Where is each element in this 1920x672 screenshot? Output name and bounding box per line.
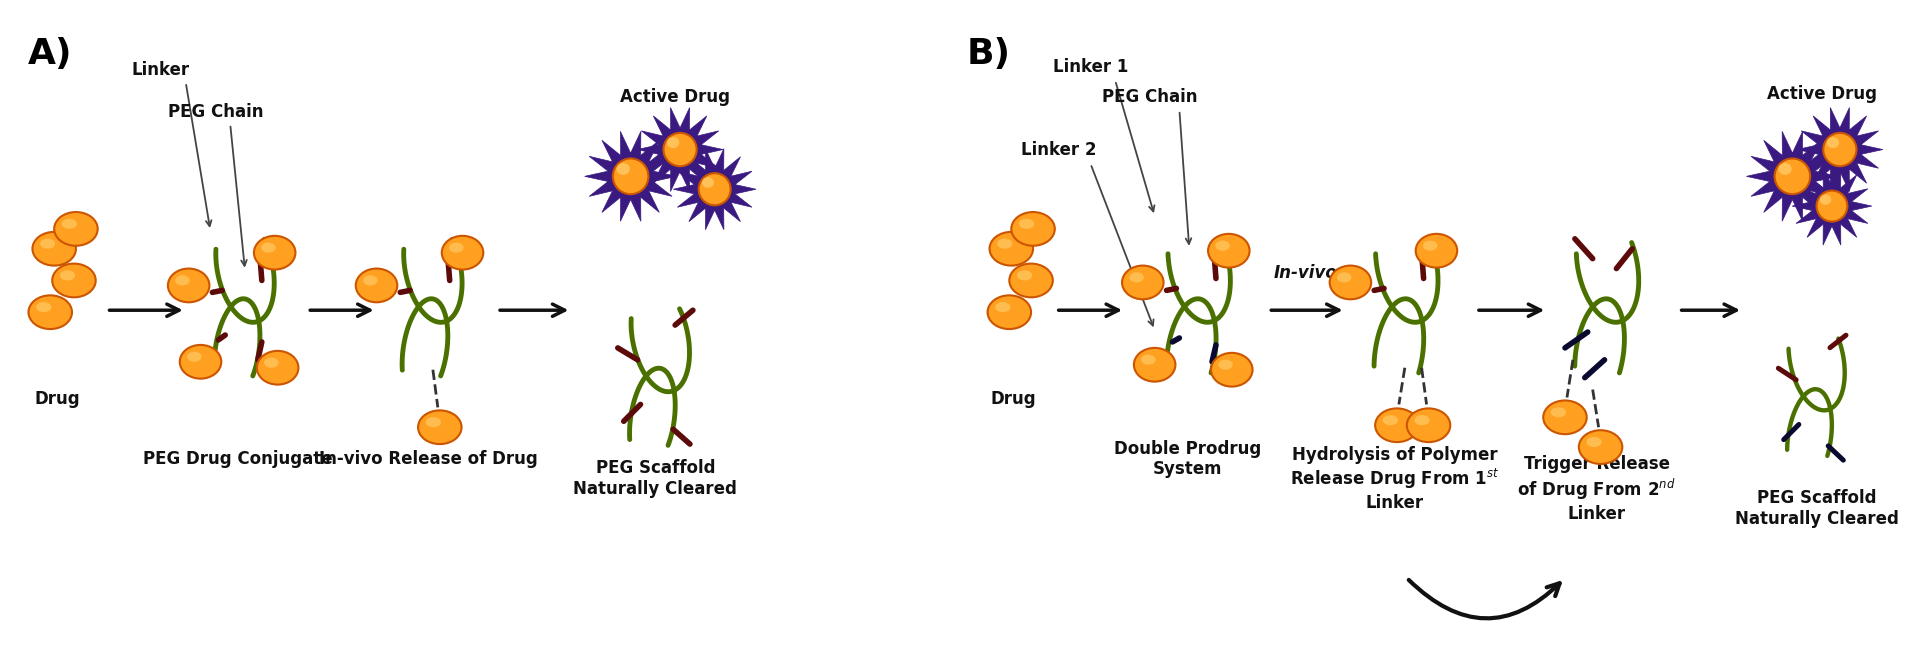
Ellipse shape — [1121, 265, 1164, 299]
Ellipse shape — [52, 263, 96, 297]
Text: Drug: Drug — [991, 390, 1037, 409]
Ellipse shape — [33, 232, 77, 265]
Text: Double Prodrug
System: Double Prodrug System — [1114, 439, 1261, 478]
Text: In-vivo Release of Drug: In-vivo Release of Drug — [319, 450, 538, 468]
Ellipse shape — [186, 351, 202, 362]
Ellipse shape — [1826, 137, 1839, 148]
Text: PEG Chain: PEG Chain — [1102, 88, 1198, 106]
Ellipse shape — [54, 212, 98, 246]
Text: B): B) — [968, 38, 1010, 71]
Ellipse shape — [666, 137, 680, 148]
Ellipse shape — [1551, 407, 1567, 417]
Polygon shape — [1797, 108, 1884, 192]
Text: Hydrolysis of Polymer
Release Drug From 1$^{st}$
Linker: Hydrolysis of Polymer Release Drug From … — [1290, 446, 1500, 512]
Text: Active Drug: Active Drug — [620, 88, 730, 106]
Text: A): A) — [27, 38, 71, 71]
Ellipse shape — [1816, 191, 1847, 222]
Ellipse shape — [29, 295, 71, 329]
Ellipse shape — [253, 236, 296, 269]
Ellipse shape — [36, 302, 52, 312]
Ellipse shape — [1208, 234, 1250, 267]
Ellipse shape — [1407, 409, 1450, 442]
Ellipse shape — [1820, 194, 1832, 205]
Ellipse shape — [987, 295, 1031, 329]
Ellipse shape — [175, 276, 190, 286]
Ellipse shape — [989, 232, 1033, 265]
Ellipse shape — [1336, 272, 1352, 282]
Ellipse shape — [1331, 265, 1371, 299]
Ellipse shape — [1415, 234, 1457, 267]
Text: Trigger Release
of Drug From 2$^{nd}$
Linker: Trigger Release of Drug From 2$^{nd}$ Li… — [1517, 455, 1676, 523]
Text: PEG Scaffold
Naturally Cleared: PEG Scaffold Naturally Cleared — [1736, 489, 1899, 528]
Ellipse shape — [612, 159, 649, 194]
Ellipse shape — [442, 236, 484, 269]
Ellipse shape — [261, 243, 276, 253]
Text: PEG Scaffold
Naturally Cleared: PEG Scaffold Naturally Cleared — [574, 460, 737, 498]
Ellipse shape — [703, 177, 714, 188]
Text: In-vivo: In-vivo — [1275, 263, 1338, 282]
Ellipse shape — [995, 302, 1010, 312]
Ellipse shape — [1018, 270, 1033, 280]
Ellipse shape — [180, 345, 221, 378]
Ellipse shape — [449, 243, 463, 253]
Ellipse shape — [1774, 159, 1811, 194]
Ellipse shape — [1423, 241, 1438, 251]
Text: Active Drug: Active Drug — [1766, 85, 1878, 103]
Ellipse shape — [1020, 219, 1035, 229]
Ellipse shape — [1375, 409, 1419, 442]
Ellipse shape — [1140, 355, 1156, 365]
Ellipse shape — [60, 270, 75, 280]
Ellipse shape — [167, 269, 209, 302]
Text: Linker 1: Linker 1 — [1052, 58, 1129, 76]
Ellipse shape — [363, 276, 378, 286]
Ellipse shape — [699, 173, 732, 205]
Ellipse shape — [61, 219, 77, 229]
Ellipse shape — [355, 269, 397, 302]
Polygon shape — [1791, 167, 1872, 245]
Polygon shape — [1747, 131, 1837, 221]
Ellipse shape — [1215, 241, 1231, 251]
Ellipse shape — [1219, 360, 1233, 370]
Ellipse shape — [1382, 415, 1398, 425]
Ellipse shape — [1129, 272, 1144, 282]
Ellipse shape — [1578, 430, 1622, 464]
Text: Linker: Linker — [132, 61, 190, 79]
Ellipse shape — [1824, 133, 1857, 166]
Ellipse shape — [1586, 437, 1601, 447]
Polygon shape — [637, 108, 724, 192]
Ellipse shape — [1778, 163, 1791, 175]
Ellipse shape — [1544, 401, 1586, 434]
Ellipse shape — [257, 351, 298, 384]
Ellipse shape — [996, 239, 1012, 249]
Ellipse shape — [1012, 212, 1054, 246]
Ellipse shape — [1415, 415, 1430, 425]
Ellipse shape — [40, 239, 56, 249]
Ellipse shape — [616, 163, 630, 175]
Ellipse shape — [265, 358, 278, 368]
Text: PEG Drug Conjugate: PEG Drug Conjugate — [144, 450, 332, 468]
Ellipse shape — [419, 411, 461, 444]
Text: PEG Chain: PEG Chain — [167, 103, 263, 121]
Text: Linker 2: Linker 2 — [1021, 140, 1096, 159]
Ellipse shape — [664, 133, 697, 166]
Ellipse shape — [1010, 263, 1052, 297]
Ellipse shape — [426, 417, 442, 427]
Ellipse shape — [1135, 348, 1175, 382]
Text: Drug: Drug — [35, 390, 81, 409]
Polygon shape — [586, 131, 676, 221]
Ellipse shape — [1212, 353, 1252, 386]
Polygon shape — [674, 149, 756, 230]
